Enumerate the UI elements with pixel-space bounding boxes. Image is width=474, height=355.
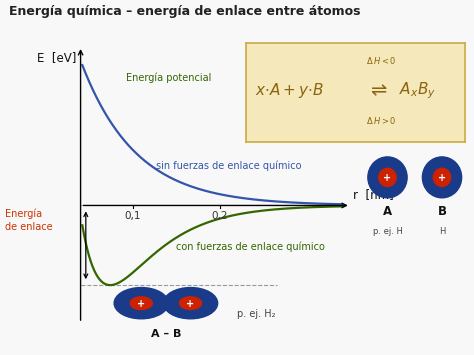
Text: r  [nm]: r [nm] bbox=[354, 188, 394, 201]
Text: p. ej. H: p. ej. H bbox=[373, 227, 402, 236]
Text: +: + bbox=[186, 299, 195, 309]
Text: $\Delta\,H > 0$: $\Delta\,H > 0$ bbox=[366, 115, 397, 126]
Text: A: A bbox=[383, 204, 392, 218]
Text: +: + bbox=[137, 299, 146, 309]
Text: con fuerzas de enlace químico: con fuerzas de enlace químico bbox=[176, 242, 325, 252]
Text: E  [eV]: E [eV] bbox=[37, 51, 76, 64]
Circle shape bbox=[422, 157, 462, 198]
Text: A – B: A – B bbox=[151, 329, 181, 339]
Circle shape bbox=[164, 288, 218, 319]
Circle shape bbox=[114, 288, 168, 319]
Text: $\Delta\,H < 0$: $\Delta\,H < 0$ bbox=[366, 55, 397, 66]
Text: Energía potencial: Energía potencial bbox=[126, 73, 211, 83]
Text: 0,2: 0,2 bbox=[212, 211, 228, 221]
Circle shape bbox=[379, 168, 396, 186]
Circle shape bbox=[180, 297, 201, 310]
Circle shape bbox=[433, 168, 451, 186]
Text: Energía
de enlace: Energía de enlace bbox=[5, 208, 52, 232]
Text: 0,1: 0,1 bbox=[125, 211, 141, 221]
Text: $x{\cdot}A + y{\cdot}B$: $x{\cdot}A + y{\cdot}B$ bbox=[255, 81, 324, 100]
Circle shape bbox=[368, 157, 407, 198]
Text: $A_x B_y$: $A_x B_y$ bbox=[399, 80, 436, 100]
Text: Energía química – energía de enlace entre átomos: Energía química – energía de enlace entr… bbox=[9, 5, 361, 18]
Text: H: H bbox=[439, 227, 445, 236]
Text: +: + bbox=[383, 173, 392, 184]
Text: B: B bbox=[438, 204, 447, 218]
Text: sin fuerzas de enlace químico: sin fuerzas de enlace químico bbox=[156, 161, 301, 171]
Text: $\rightleftharpoons$: $\rightleftharpoons$ bbox=[367, 81, 388, 100]
Text: +: + bbox=[438, 173, 446, 184]
Circle shape bbox=[130, 297, 152, 310]
Text: p. ej. H₂: p. ej. H₂ bbox=[237, 309, 275, 319]
